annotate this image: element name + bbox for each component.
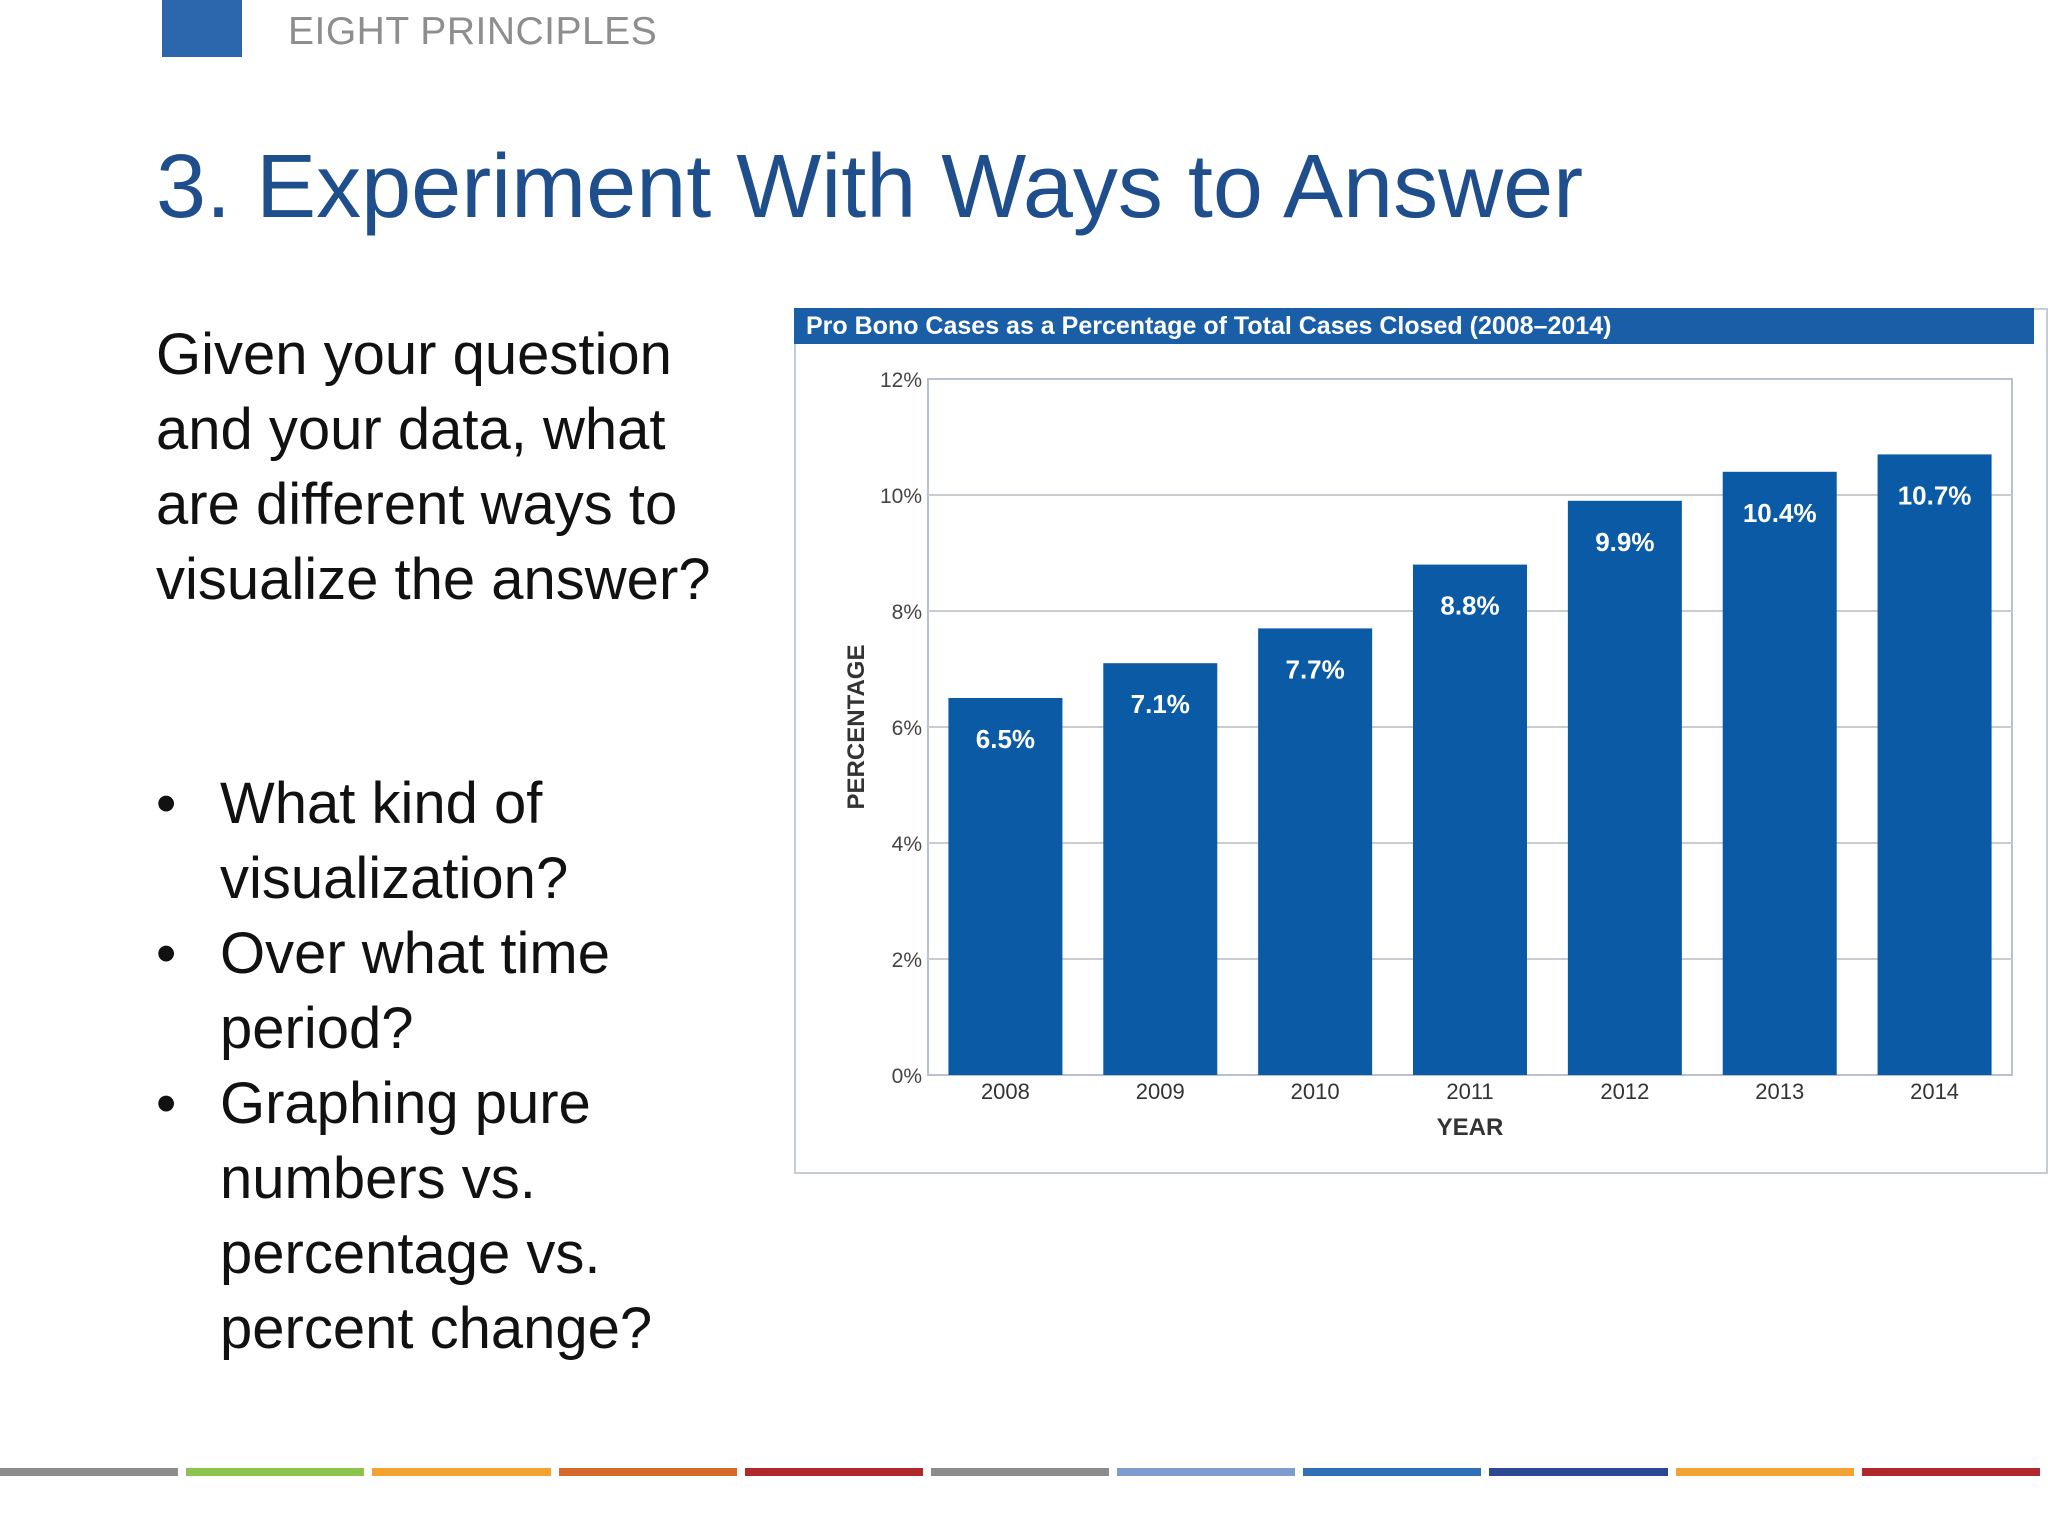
bar-data-label: 8.8% — [1440, 591, 1499, 621]
intro-text: Given your question and your data, what … — [156, 322, 711, 612]
footer-strip-segment — [1861, 1468, 2040, 1476]
x-axis-title: YEAR — [1437, 1114, 1504, 1141]
chart-title: Pro Bono Cases as a Percentage of Total … — [794, 308, 2034, 344]
y-tick-label: 0% — [892, 1065, 922, 1088]
bar — [1258, 628, 1373, 1075]
y-tick-label: 2% — [892, 949, 922, 972]
bar-data-label: 10.7% — [1898, 480, 1972, 510]
bullet-text: Graphing pure numbers vs. percentage vs.… — [220, 1071, 653, 1361]
slide-title: 3. Experiment With Ways to Answer — [156, 137, 1584, 237]
footer-strip-segment — [0, 1468, 179, 1476]
x-tick-label: 2013 — [1755, 1079, 1804, 1104]
bullet-item: • Graphing pure numbers vs. percentage vs… — [156, 1066, 756, 1366]
footer-color-strip — [0, 1468, 2048, 1476]
footer-strip-segment — [372, 1468, 551, 1476]
footer-strip-segment — [744, 1468, 923, 1476]
x-tick-label: 2010 — [1291, 1079, 1340, 1104]
bullet-item: • Over what time period? — [156, 916, 756, 1066]
y-axis-title: PERCENTAGE — [843, 645, 870, 810]
section-label: EIGHT PRINCIPLES — [288, 10, 658, 53]
bullet-item: • What kind of visualization? — [156, 766, 756, 916]
y-tick-label: 12% — [880, 369, 922, 392]
footer-strip-segment — [1675, 1468, 1854, 1476]
footer-strip-segment — [1303, 1468, 1482, 1476]
x-tick-label: 2009 — [1136, 1079, 1185, 1104]
bar — [1103, 663, 1218, 1075]
bullet-dot: • — [156, 921, 177, 986]
x-tick-label: 2012 — [1600, 1079, 1649, 1104]
bullet-text: What kind of visualization? — [220, 771, 569, 911]
footer-strip-segment — [1489, 1468, 1668, 1476]
bar-data-label: 7.1% — [1131, 689, 1190, 719]
footer-strip-segment — [186, 1468, 365, 1476]
x-tick-label: 2008 — [981, 1079, 1030, 1104]
y-tick-label: 6% — [892, 717, 922, 740]
bar-data-label: 6.5% — [976, 724, 1035, 754]
bar — [1413, 564, 1527, 1075]
bar-data-label: 7.7% — [1286, 654, 1345, 684]
bar — [1567, 500, 1682, 1075]
bullet-text: Over what time period? — [220, 921, 610, 1061]
bullet-dot: • — [156, 771, 177, 836]
y-tick-label: 4% — [892, 833, 922, 856]
bar-data-label: 9.9% — [1595, 527, 1654, 557]
bar-data-label: 10.4% — [1743, 498, 1817, 528]
x-tick-label: 2014 — [1910, 1079, 1959, 1104]
bullet-list: • What kind of visualization? • Over what … — [156, 766, 756, 1366]
y-tick-label: 10% — [880, 485, 922, 508]
y-tick-label: 8% — [892, 601, 922, 624]
section-marker — [162, 0, 242, 57]
bullet-dot: • — [156, 1071, 177, 1136]
bar — [948, 698, 1063, 1075]
x-tick-label: 2011 — [1446, 1079, 1493, 1104]
footer-strip-segment — [1117, 1468, 1296, 1476]
footer-strip-segment — [930, 1468, 1110, 1476]
footer-strip-segment — [558, 1468, 737, 1476]
bar — [1722, 471, 1837, 1075]
bar — [1877, 454, 1992, 1075]
